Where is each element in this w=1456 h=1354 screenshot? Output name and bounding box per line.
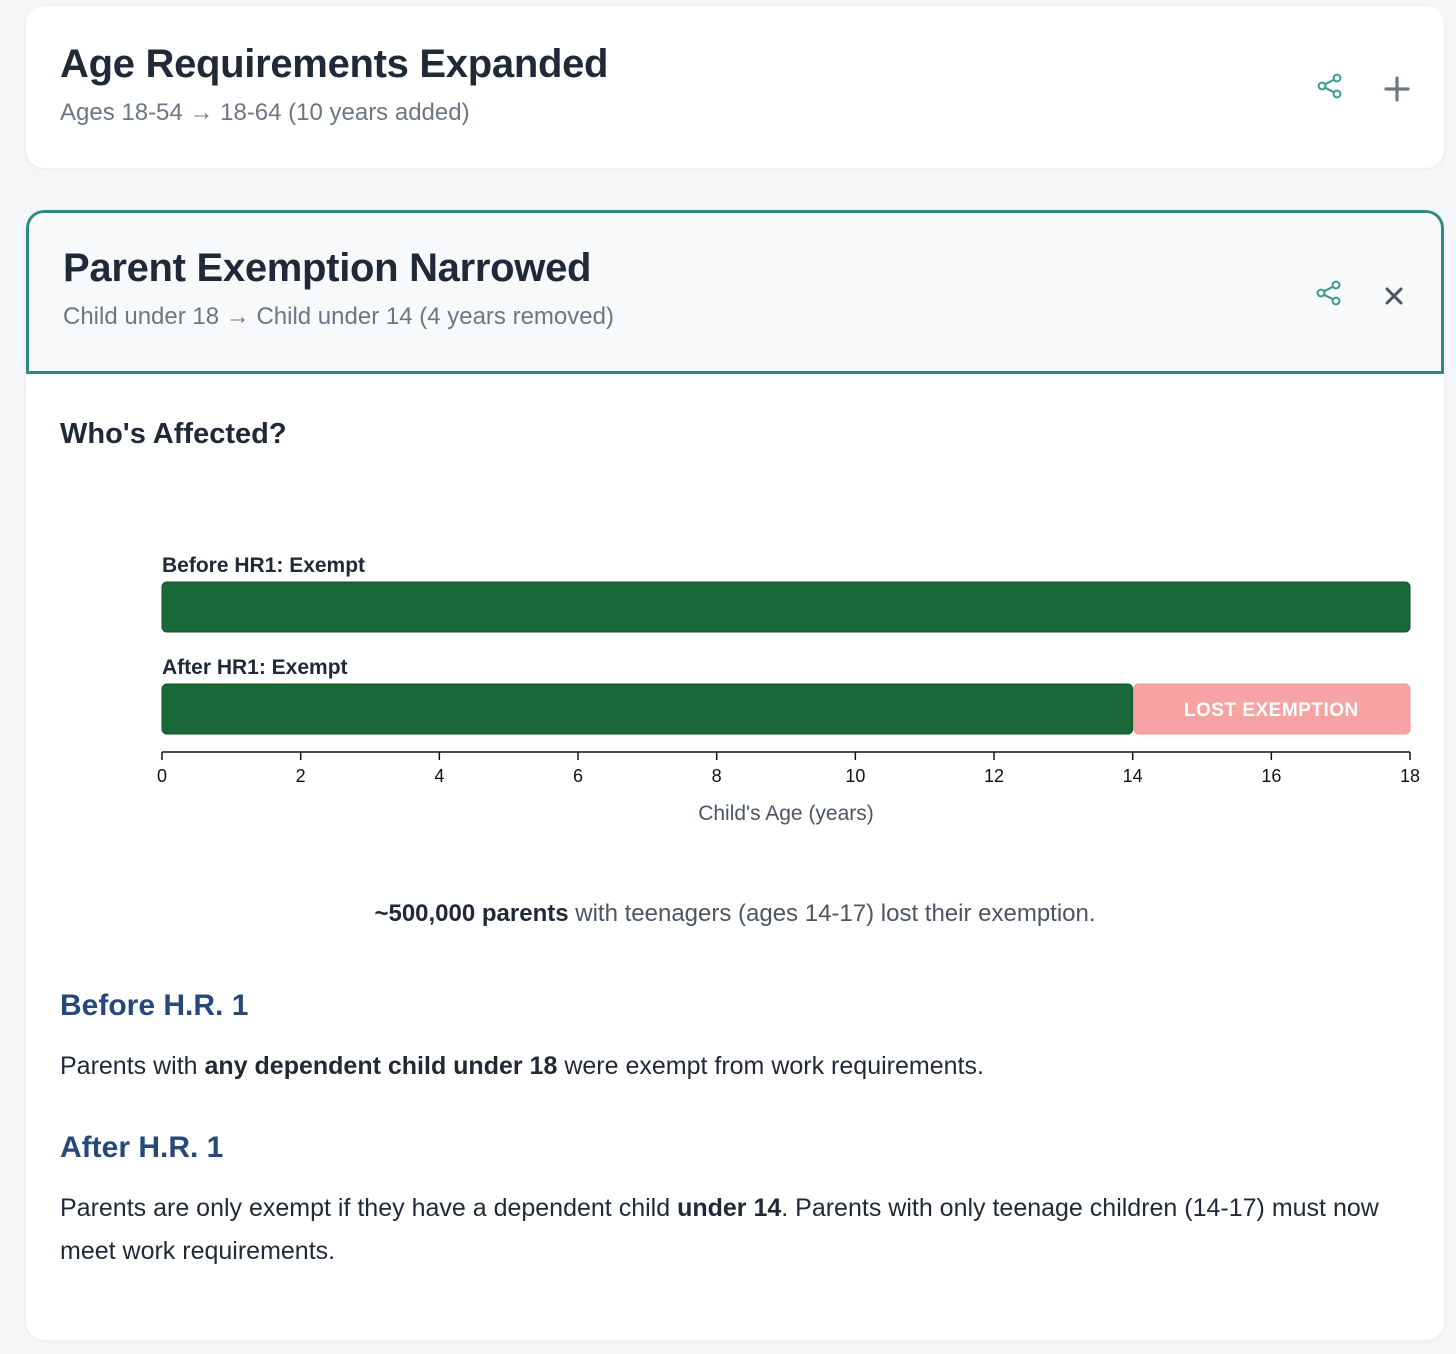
section-title: Who's Affected? <box>60 418 287 450</box>
x-tick-label: 6 <box>573 766 583 786</box>
x-tick-label: 0 <box>157 766 167 786</box>
before-text-post: were exempt from work requirements. <box>557 1052 984 1080</box>
x-tick-label: 2 <box>296 766 306 786</box>
summary-text: ~500,000 parents with teenagers (ages 14… <box>26 900 1444 928</box>
x-tick-label: 14 <box>1123 766 1143 786</box>
row-label: After HR1: Exempt <box>162 656 348 679</box>
card-parent-exemption: Parent Exemption Narrowed Child under 18… <box>26 210 1444 1340</box>
close-icon[interactable] <box>1379 281 1409 311</box>
x-tick-label: 18 <box>1400 766 1420 786</box>
x-tick-label: 16 <box>1261 766 1281 786</box>
row-label: Before HR1: Exempt <box>162 554 365 577</box>
summary-bold: ~500,000 parents <box>374 900 569 927</box>
after-text-pre: Parents are only exempt if they have a d… <box>60 1194 678 1222</box>
card-body: Who's Affected? Before HR1: Exempt After … <box>26 374 1444 1340</box>
plus-icon[interactable] <box>1382 74 1412 104</box>
bar-segment-label: LOST EXEMPTION <box>1184 700 1359 721</box>
card-header[interactable]: Parent Exemption Narrowed Child under 18… <box>26 210 1444 374</box>
after-text-bold: under 14 <box>677 1194 782 1222</box>
x-tick-label: 12 <box>984 766 1004 786</box>
card-title: Age Requirements Expanded <box>60 42 609 86</box>
after-text-post: . Parents with only teenage children (14… <box>60 1194 1379 1265</box>
before-paragraph: Parents with any dependent child under 1… <box>60 1045 1420 1088</box>
card-header[interactable]: Age Requirements Expanded Ages 18-54 → 1… <box>26 6 1444 168</box>
x-tick-label: 4 <box>434 766 444 786</box>
bar-segment-exempt <box>161 683 1134 735</box>
card-age-requirements: Age Requirements Expanded Ages 18-54 → 1… <box>26 6 1444 168</box>
x-tick-label: 8 <box>712 766 722 786</box>
bar-segment-exempt <box>161 581 1411 633</box>
exemption-age-chart: Before HR1: Exempt After HR1: Exempt LOST … <box>157 554 1420 825</box>
bar-segment-lost <box>1133 683 1411 735</box>
card-title: Parent Exemption Narrowed <box>63 246 592 290</box>
before-text-bold: any dependent child under 18 <box>204 1052 558 1080</box>
summary-rest: with teenagers (ages 14-17) lost their e… <box>568 900 1096 927</box>
card-subtitle: Ages 18-54 → 18-64 (10 years added) <box>60 99 470 126</box>
x-tick-label: 10 <box>845 766 865 786</box>
after-heading: After H.R. 1 <box>60 1131 224 1164</box>
share-icon[interactable] <box>1315 279 1343 307</box>
x-axis-title: Child's Age (years) <box>698 802 874 825</box>
after-paragraph: Parents are only exempt if they have a d… <box>60 1187 1420 1273</box>
card-subtitle: Child under 18 → Child under 14 (4 years… <box>63 303 614 330</box>
share-icon[interactable] <box>1316 72 1344 100</box>
before-text-pre: Parents with <box>60 1052 205 1080</box>
before-heading: Before H.R. 1 <box>60 989 249 1022</box>
